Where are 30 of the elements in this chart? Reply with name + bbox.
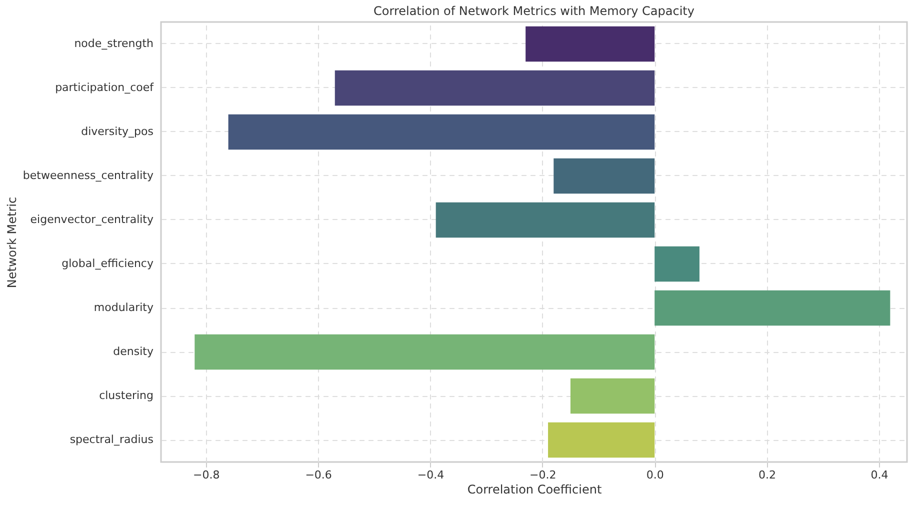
- bar: [228, 114, 655, 150]
- bar: [436, 202, 655, 238]
- x-tick-label: 0.2: [758, 468, 776, 482]
- bar: [654, 246, 700, 282]
- bar: [194, 334, 655, 370]
- bar: [654, 290, 890, 326]
- chart-title: Correlation of Network Metrics with Memory Capacity: [374, 4, 694, 18]
- y-tick-label: global_efficiency: [62, 257, 154, 270]
- y-tick-label: betweenness_centrality: [22, 169, 154, 182]
- x-tick-label: −0.4: [417, 468, 444, 482]
- x-tick-label: −0.6: [305, 468, 332, 482]
- x-tick-label: 0.4: [870, 468, 888, 482]
- y-tick-label: density: [113, 345, 154, 358]
- bar: [526, 26, 655, 62]
- y-tick-label: modularity: [94, 301, 154, 314]
- bar: [570, 378, 655, 414]
- x-tick-label: 0.0: [646, 468, 664, 482]
- y-tick-label: eigenvector_centrality: [30, 213, 154, 226]
- bar: [548, 422, 655, 458]
- x-tick-label: −0.2: [530, 468, 556, 482]
- x-tick-label: −0.8: [193, 468, 220, 482]
- x-axis-title: Correlation Coefficient: [467, 482, 602, 496]
- y-tick-label: spectral_radius: [70, 433, 154, 446]
- bar: [334, 70, 655, 106]
- y-tick-label: clustering: [99, 389, 154, 402]
- bar: [554, 158, 655, 194]
- y-tick-label: node_strength: [74, 37, 154, 50]
- y-tick-label: participation_coef: [55, 81, 155, 94]
- y-tick-label: diversity_pos: [81, 125, 154, 138]
- y-axis-title: Network Metric: [4, 196, 19, 288]
